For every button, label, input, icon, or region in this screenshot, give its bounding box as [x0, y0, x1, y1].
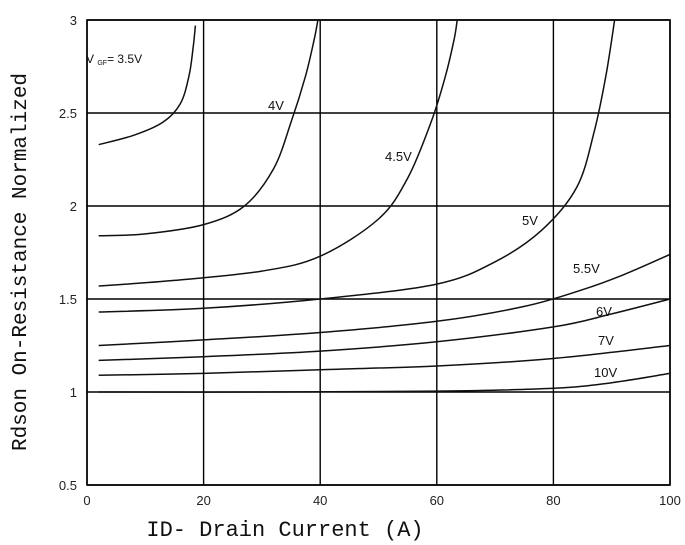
curve-4-5v: [98, 19, 458, 287]
curve-5v: [98, 19, 616, 313]
series-label-4-5v: 4.5V: [385, 149, 412, 164]
x-axis-title: ID- Drain Current (A): [146, 518, 423, 543]
y-tick-label-5: 3: [70, 13, 77, 28]
y-tick-label-1: 1: [70, 385, 77, 400]
series-label-4v: 4V: [268, 98, 284, 113]
x-tick-label-3: 60: [430, 493, 444, 508]
series-label-7v: 7V: [598, 333, 614, 348]
series-label-5v: 5V: [522, 213, 538, 228]
series-label-3-5v: V GF= 3.5V: [86, 52, 142, 67]
x-tick-label-4: 80: [546, 493, 560, 508]
series-label-10v: 10V: [594, 365, 617, 380]
curve-3-5v: [98, 25, 197, 146]
series-label-5-5v: 5.5V: [573, 261, 600, 276]
x-tick-label-1: 20: [196, 493, 210, 508]
x-tick-label-0: 0: [83, 493, 90, 508]
y-tick-label-4: 2.5: [59, 106, 77, 121]
curve-5-5v: [98, 253, 671, 347]
curve-6v: [98, 298, 671, 362]
curve-4v: [98, 19, 319, 237]
y-axis-title: Rdson On-Resistance Normalized: [10, 73, 33, 451]
curve-7v: [98, 344, 671, 377]
curve-10v: [98, 372, 671, 393]
x-tick-label-2: 40: [313, 493, 327, 508]
series-label-6v: 6V: [596, 304, 612, 319]
y-tick-label-3: 2: [70, 199, 77, 214]
x-tick-label-5: 100: [659, 493, 681, 508]
y-tick-label-0: 0.5: [59, 478, 77, 493]
plot-frame: [86, 19, 671, 486]
y-tick-label-2: 1.5: [59, 292, 77, 307]
